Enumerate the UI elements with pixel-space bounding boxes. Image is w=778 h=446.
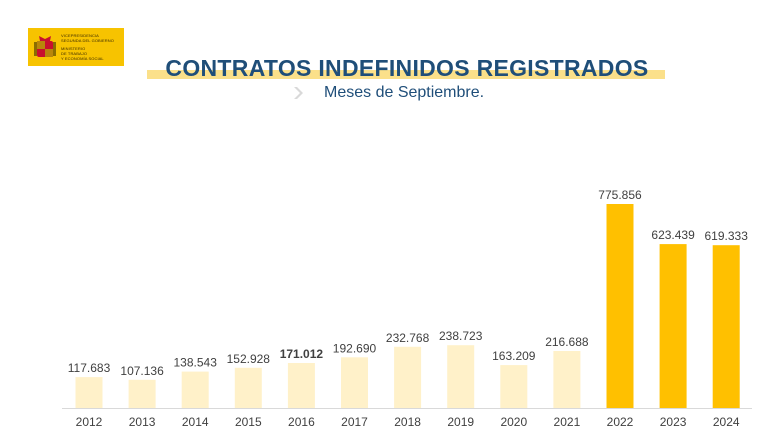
bar-2015 — [234, 367, 262, 408]
value-label-2018: 232.768 — [386, 331, 430, 345]
bar-2013 — [128, 379, 156, 408]
x-tick-label-2024: 2024 — [713, 415, 740, 429]
value-label-2016: 171.012 — [280, 347, 324, 361]
logo-line: VICEPRESIDENCIA — [61, 33, 99, 38]
bar-2012 — [75, 377, 103, 408]
value-label-2017: 192.690 — [333, 341, 377, 355]
x-tick-label-2016: 2016 — [288, 415, 315, 429]
x-tick-label-2020: 2020 — [500, 415, 527, 429]
x-tick-label-2013: 2013 — [129, 415, 156, 429]
chart-title: CONTRATOS INDEFINIDOS REGISTRADOS — [165, 55, 649, 81]
x-tick-label-2022: 2022 — [607, 415, 634, 429]
x-tick-label-2015: 2015 — [235, 415, 262, 429]
value-label-2013: 107.136 — [120, 364, 164, 378]
title-underline-band — [147, 70, 665, 79]
bar-2021 — [553, 351, 581, 408]
logo-line: Y ECONOMÍA SOCIAL — [61, 56, 104, 61]
x-tick-label-2021: 2021 — [554, 415, 581, 429]
bar-2024 — [712, 245, 740, 408]
logo-line: SEGUNDA DEL GOBIERNO — [61, 38, 114, 43]
chart-subtitle: Meses de Septiembre. — [324, 84, 485, 101]
bar-2018 — [394, 346, 422, 408]
value-label-2022: 775.856 — [598, 188, 642, 202]
coat-of-arms-icon — [34, 36, 56, 57]
value-label-2015: 152.928 — [227, 352, 271, 366]
x-tick-label-2019: 2019 — [447, 415, 474, 429]
bar-2022 — [606, 204, 634, 408]
x-tick-label-2014: 2014 — [182, 415, 209, 429]
value-label-2012: 117.683 — [68, 361, 111, 375]
value-label-2024: 619.333 — [705, 229, 749, 243]
x-tick-label-2023: 2023 — [660, 415, 687, 429]
bar-2020 — [500, 365, 528, 408]
value-label-2023: 623.439 — [651, 228, 695, 242]
x-tick-label-2018: 2018 — [394, 415, 421, 429]
value-label-2021: 216.688 — [545, 335, 589, 349]
value-label-2019: 238.723 — [439, 329, 483, 343]
government-logo: VICEPRESIDENCIA SEGUNDA DEL GOBIERNO MIN… — [28, 28, 124, 66]
bar-2017 — [341, 357, 368, 408]
logo-text: VICEPRESIDENCIA SEGUNDA DEL GOBIERNO MIN… — [61, 33, 114, 61]
value-label-2020: 163.209 — [492, 349, 536, 363]
subtitle-row: Meses de Septiembre. — [292, 82, 484, 104]
x-tick-label-2012: 2012 — [76, 415, 103, 429]
bar-2014 — [181, 371, 209, 408]
value-label-2014: 138.543 — [174, 356, 218, 370]
chevron-right-icon — [294, 87, 303, 99]
bar-2016 — [287, 363, 315, 408]
logo-line: DE TRABAJO — [61, 51, 88, 56]
logo-line: MINISTERIO — [61, 46, 86, 51]
bar-2019 — [447, 345, 475, 408]
bar-2023 — [659, 244, 687, 408]
x-tick-label-2017: 2017 — [341, 415, 368, 429]
